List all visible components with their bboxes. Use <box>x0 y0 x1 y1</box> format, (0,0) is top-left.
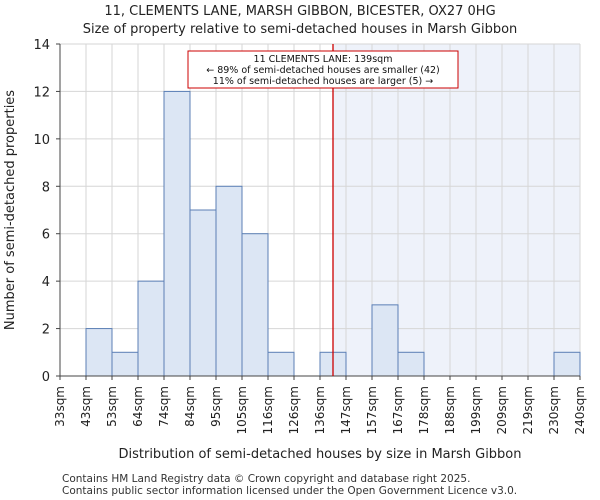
x-tick-label: 136sqm <box>313 386 327 434</box>
annotation-line-1: 11 CLEMENTS LANE: 139sqm <box>254 54 393 65</box>
x-tick-label: 95sqm <box>209 386 223 427</box>
chart-title: 11, CLEMENTS LANE, MARSH GIBBON, BICESTE… <box>104 4 496 19</box>
larger-region-shading <box>333 44 580 376</box>
x-tick-label: 64sqm <box>131 386 145 427</box>
x-tick-label: 178sqm <box>417 386 431 434</box>
x-tick-label: 157sqm <box>365 386 379 434</box>
histogram-bar <box>371 304 399 377</box>
histogram-bar <box>397 351 425 377</box>
x-tick-label: 147sqm <box>339 386 353 434</box>
y-tick-label: 0 <box>42 370 50 385</box>
x-tick-label: 219sqm <box>521 386 535 434</box>
histogram-bar <box>111 351 139 377</box>
x-tick-label: 126sqm <box>287 386 301 434</box>
x-axis-label: Distribution of semi-detached houses by … <box>118 447 521 462</box>
annotation-line-2: ← 89% of semi-detached houses are smalle… <box>206 65 440 76</box>
x-tick-label: 33sqm <box>53 386 67 427</box>
x-tick-label: 84sqm <box>183 386 197 427</box>
chart-subtitle: Size of property relative to semi-detach… <box>82 22 518 37</box>
x-tick-label: 74sqm <box>157 386 171 427</box>
histogram-chart: 0 2 4 6 8 10 12 14 33sqm 43sqm 53sqm 64sqm 74sqm 84sq… <box>3 38 587 462</box>
x-tick-label: 116sqm <box>261 386 275 434</box>
x-tick-label: 209sqm <box>495 386 509 434</box>
y-tick-label: 10 <box>33 133 50 148</box>
histogram-bar <box>241 233 269 377</box>
histogram-bar <box>553 351 581 377</box>
histogram-bar <box>85 328 113 377</box>
y-tick-label: 4 <box>42 275 50 290</box>
x-tick-label: 43sqm <box>79 386 93 427</box>
histogram-bar <box>163 90 191 377</box>
y-tick-label: 8 <box>42 180 50 195</box>
footer-licence: Contains public sector information licen… <box>62 485 518 497</box>
x-tick-label: 105sqm <box>235 386 249 434</box>
histogram-bar <box>189 209 217 377</box>
annotation-box <box>187 50 459 89</box>
x-tick-label: 53sqm <box>105 386 119 427</box>
histogram-bar <box>137 280 165 377</box>
y-tick-label: 14 <box>33 38 50 53</box>
y-tick-label: 6 <box>42 228 50 243</box>
histogram-bar <box>267 351 295 377</box>
x-tick-label: 230sqm <box>547 386 561 434</box>
x-tick-label: 167sqm <box>391 386 405 434</box>
x-tick-label: 188sqm <box>443 386 457 434</box>
footer-copyright: Contains HM Land Registry data © Crown c… <box>62 473 471 485</box>
x-tick-label: 199sqm <box>469 386 483 434</box>
y-axis-label: Number of semi-detached properties <box>3 90 18 330</box>
y-tick-label: 2 <box>42 323 50 338</box>
y-tick-label: 12 <box>33 85 50 100</box>
histogram-bar <box>215 185 243 377</box>
annotation-line-3: 11% of semi-detached houses are larger (… <box>213 76 433 87</box>
x-tick-label: 240sqm <box>573 386 587 434</box>
